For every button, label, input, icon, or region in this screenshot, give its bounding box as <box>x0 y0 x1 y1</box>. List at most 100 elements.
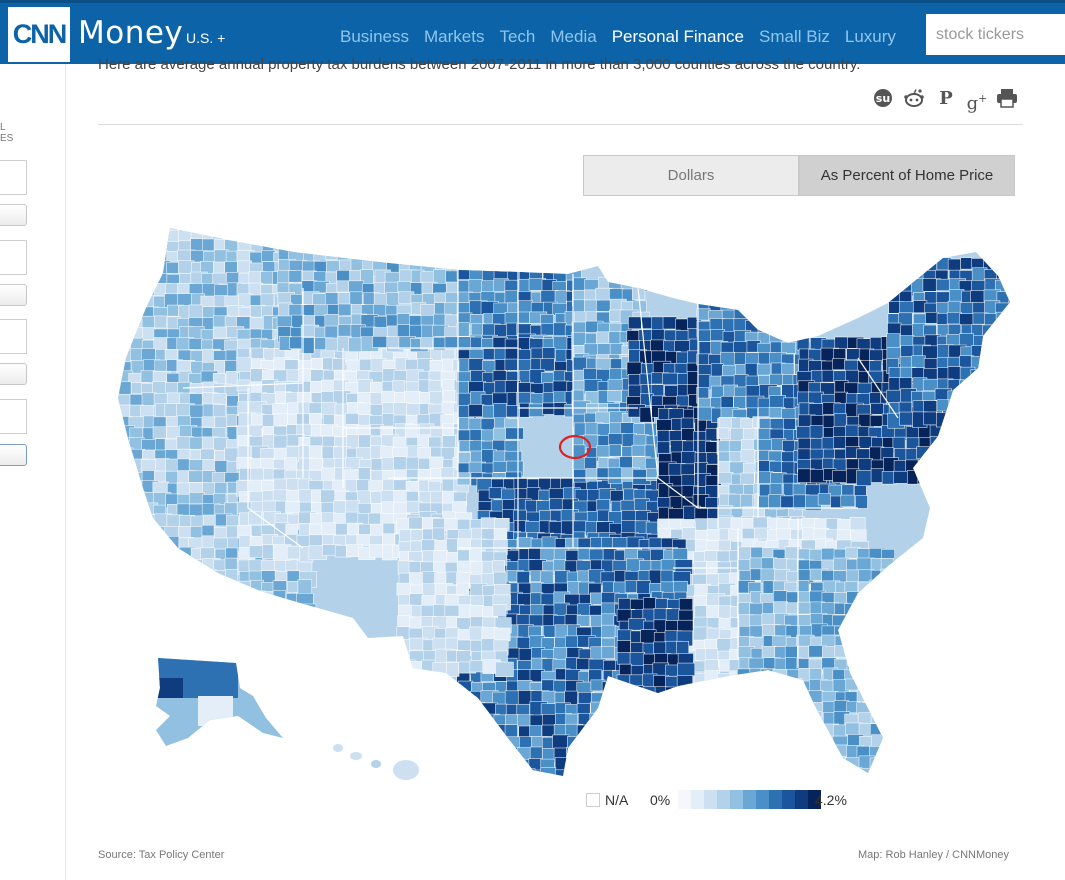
county-shape[interactable] <box>504 724 518 738</box>
county-shape[interactable] <box>964 457 980 475</box>
county-shape[interactable] <box>899 411 915 426</box>
county-shape[interactable] <box>615 735 631 752</box>
county-shape[interactable] <box>141 272 158 285</box>
county-shape[interactable] <box>705 682 722 697</box>
county-shape[interactable] <box>118 293 131 309</box>
county-shape[interactable] <box>749 625 764 638</box>
county-shape[interactable] <box>456 713 471 729</box>
county-shape[interactable] <box>117 284 134 300</box>
county-shape[interactable] <box>940 447 956 462</box>
county-shape[interactable] <box>923 324 937 337</box>
county-shape[interactable] <box>785 734 800 748</box>
county-shape[interactable] <box>128 590 147 604</box>
county-shape[interactable] <box>995 258 1014 274</box>
county-shape[interactable] <box>601 758 616 772</box>
county-shape[interactable] <box>469 713 488 727</box>
county-shape[interactable] <box>773 558 789 571</box>
county-shape[interactable] <box>966 414 982 431</box>
county-shape[interactable] <box>118 218 132 231</box>
county-shape[interactable] <box>119 483 132 500</box>
county-shape[interactable] <box>638 735 657 752</box>
county-shape[interactable] <box>202 569 217 582</box>
county-shape[interactable] <box>404 424 419 438</box>
county-shape[interactable] <box>201 535 215 549</box>
county-shape[interactable] <box>250 467 266 482</box>
stumbleupon-icon[interactable]: su <box>872 88 894 110</box>
county-shape[interactable] <box>959 402 978 417</box>
county-shape[interactable] <box>492 604 507 617</box>
county-shape[interactable] <box>288 236 307 253</box>
county-shape[interactable] <box>626 701 642 717</box>
county-shape[interactable] <box>882 680 895 695</box>
county-shape[interactable] <box>468 735 483 751</box>
county-shape[interactable] <box>808 745 824 759</box>
county-shape[interactable] <box>984 413 998 425</box>
sidebar-input-3[interactable] <box>0 319 27 354</box>
county-shape[interactable] <box>636 580 651 594</box>
county-shape[interactable] <box>809 756 824 772</box>
county-shape[interactable] <box>154 580 171 597</box>
county-shape[interactable] <box>565 713 579 726</box>
county-shape[interactable] <box>494 768 511 784</box>
county-shape[interactable] <box>780 341 797 354</box>
county-shape[interactable] <box>797 601 812 615</box>
county-shape[interactable] <box>540 358 555 372</box>
county-shape[interactable] <box>165 536 180 549</box>
county-shape[interactable] <box>188 304 204 320</box>
county-shape[interactable] <box>960 257 973 270</box>
county-shape[interactable] <box>273 412 288 426</box>
county-shape[interactable] <box>190 613 208 630</box>
county-shape[interactable] <box>224 601 239 614</box>
nav-small-biz[interactable]: Small Biz <box>759 27 830 46</box>
county-shape[interactable] <box>941 437 960 451</box>
county-shape[interactable] <box>629 652 646 667</box>
county-shape[interactable] <box>738 745 752 759</box>
county-shape[interactable] <box>746 297 764 311</box>
county-shape[interactable] <box>625 726 640 742</box>
county-shape[interactable] <box>118 261 132 274</box>
county-shape[interactable] <box>953 458 972 473</box>
county-shape[interactable] <box>661 746 680 763</box>
county-shape[interactable] <box>320 391 335 403</box>
county-shape[interactable] <box>784 690 800 707</box>
county-shape[interactable] <box>213 603 229 620</box>
county-shape[interactable] <box>301 238 318 254</box>
county-shape[interactable] <box>797 755 815 772</box>
county-shape[interactable] <box>959 379 977 395</box>
county-shape[interactable] <box>880 756 897 773</box>
county-shape[interactable] <box>372 336 389 348</box>
county-shape[interactable] <box>834 744 848 757</box>
county-shape[interactable] <box>118 558 132 572</box>
county-shape[interactable] <box>627 758 641 772</box>
county-shape[interactable] <box>612 537 628 549</box>
county-shape[interactable] <box>588 748 603 764</box>
county-shape[interactable] <box>737 678 757 693</box>
county-shape[interactable] <box>736 700 755 717</box>
county-shape[interactable] <box>468 404 485 418</box>
county-shape[interactable] <box>504 768 523 782</box>
county-shape[interactable] <box>493 427 507 441</box>
county-shape[interactable] <box>899 257 913 273</box>
county-shape[interactable] <box>1009 333 1023 347</box>
county-shape[interactable] <box>737 691 755 704</box>
county-shape[interactable] <box>250 613 264 629</box>
county-shape[interactable] <box>118 514 137 531</box>
county-shape[interactable] <box>769 320 786 336</box>
county-shape[interactable] <box>636 692 650 705</box>
county-shape[interactable] <box>226 591 242 604</box>
county-shape[interactable] <box>457 680 474 695</box>
county-shape[interactable] <box>859 635 873 651</box>
county-shape[interactable] <box>214 612 232 626</box>
county-shape[interactable] <box>607 390 623 403</box>
county-shape[interactable] <box>398 249 417 265</box>
county-shape[interactable] <box>716 427 730 440</box>
county-shape[interactable] <box>984 334 1001 350</box>
county-shape[interactable] <box>673 580 688 593</box>
county-shape[interactable] <box>625 745 644 762</box>
county-shape[interactable] <box>782 329 797 344</box>
county-shape[interactable] <box>870 569 886 587</box>
county-shape[interactable] <box>493 724 507 736</box>
county-shape[interactable] <box>797 766 812 779</box>
county-shape[interactable] <box>178 568 194 583</box>
county-shape[interactable] <box>958 412 977 429</box>
